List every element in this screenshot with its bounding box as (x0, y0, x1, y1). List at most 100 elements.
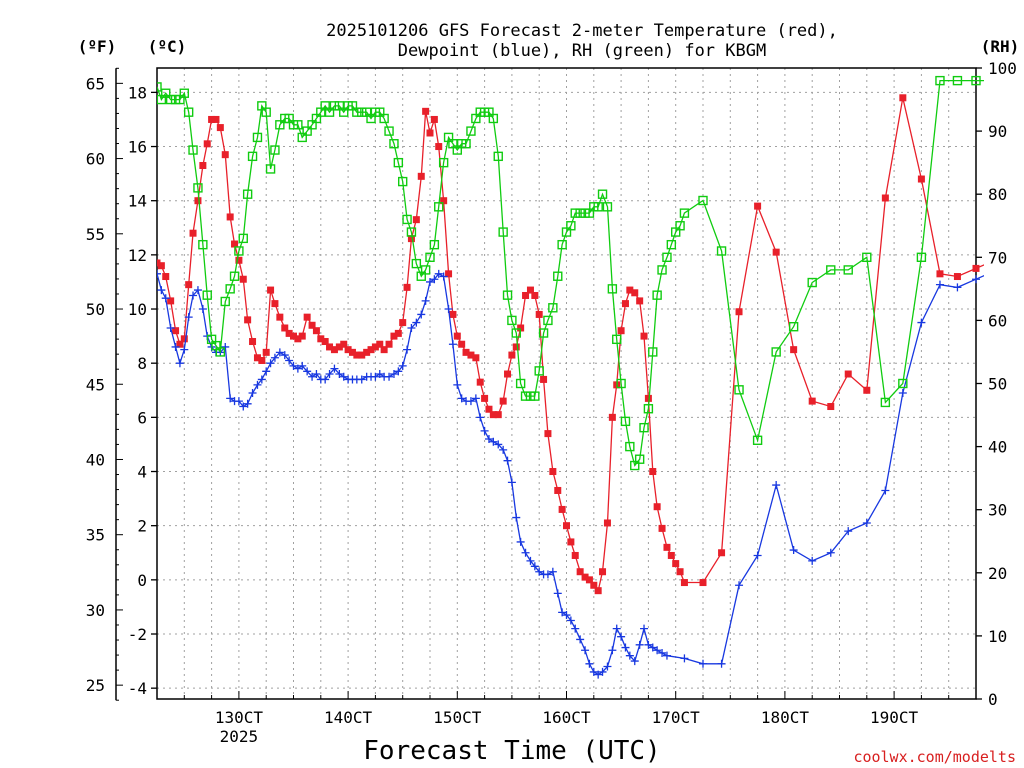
temperature-point (517, 324, 525, 332)
dewpoint-point (699, 659, 707, 668)
dewpoint-point (434, 269, 443, 278)
x-tick-label: 180CT (761, 708, 810, 727)
temperature-point (790, 346, 798, 354)
celsius-tick-label: -2 (128, 625, 147, 644)
temperature-point (649, 468, 657, 476)
rh-tick-label: 30 (988, 501, 1007, 520)
rh-tick-label: 50 (988, 375, 1007, 394)
dewpoint-point (648, 643, 657, 652)
dewpoint-point (257, 375, 266, 384)
rh-point (406, 227, 417, 237)
dewpoint-point (417, 310, 426, 319)
temperature-point (440, 197, 448, 205)
plot-frame (156, 67, 977, 700)
temperature-point (353, 351, 361, 359)
temperature-point (330, 346, 338, 354)
dewpoint-point (248, 388, 257, 397)
dewpoint-point (826, 548, 835, 557)
temperature-point (399, 319, 407, 327)
rh-point (352, 107, 362, 117)
temperature-point (235, 256, 243, 264)
temperature-point (718, 549, 726, 557)
rh-point (488, 113, 499, 124)
dewpoint-point (553, 589, 562, 598)
celsius-tick-label: 10 (128, 300, 147, 319)
temperature-point (621, 300, 629, 308)
rh-point (225, 284, 235, 294)
temperature-point (449, 310, 457, 318)
celsius-axis-unit: (ºC) (148, 37, 187, 56)
rh-point (530, 391, 540, 401)
dewpoint-point (862, 518, 871, 527)
chart-title-line-1: 2025101206 GFS Forecast 2-meter Temperat… (326, 21, 838, 41)
temperature-point (508, 351, 516, 359)
dewpoint-point (398, 361, 407, 370)
temperature-point (276, 313, 284, 321)
fahrenheit-tick-label: 30 (86, 601, 105, 620)
rh-point (648, 347, 658, 357)
temperature-point (453, 332, 461, 340)
rh-point (1008, 83, 1016, 91)
temperature-point (239, 275, 247, 283)
temperature-point (426, 129, 434, 137)
rh-axis-unit: (RH) (981, 37, 1020, 56)
rh-point (916, 252, 927, 263)
rh-point (357, 107, 367, 117)
dewpoint-point (253, 380, 262, 389)
rh-point (935, 75, 945, 86)
temperature-point (481, 394, 489, 402)
temperature-point (253, 354, 261, 362)
temperature-point (676, 568, 684, 576)
dewpoint-point (335, 370, 344, 379)
temperature-point (663, 543, 671, 551)
series-line (157, 272, 984, 676)
dewpoint-point (603, 662, 612, 671)
celsius-tick-label: 0 (137, 571, 147, 590)
temperature-point (363, 348, 371, 356)
dewpoint-point (430, 275, 439, 284)
dewpoint-point (530, 562, 539, 571)
temperature-point (699, 579, 707, 587)
fahrenheit-tick-label: 25 (86, 676, 105, 695)
rh-point (183, 107, 194, 117)
dewpoint-point (680, 654, 689, 663)
dewpoint-point (280, 351, 289, 360)
rh-point (666, 239, 677, 250)
axes: -4 -2 0 2 4 6 8 10 12 14 16 18 25 30 35 40 45 50 55 60 65 0 10… (86, 59, 1017, 746)
rh-point (302, 126, 312, 136)
rh-tick-label: 20 (988, 564, 1007, 583)
temperature-point (881, 194, 889, 202)
temperature-point (531, 291, 539, 299)
temperature-point (371, 343, 379, 351)
temperature-point (157, 262, 165, 270)
dewpoint-point (184, 313, 193, 322)
dewpoint-point (535, 567, 544, 576)
temperature-point (407, 235, 415, 243)
temperature-point (344, 346, 352, 354)
temperature-point (167, 297, 175, 305)
dewpoint-point (717, 659, 726, 668)
temperature-point (576, 568, 584, 576)
temperature-point (526, 286, 534, 294)
series-temperature (157, 94, 984, 595)
temperature-point (522, 291, 530, 299)
rh-point (270, 145, 280, 155)
temperature-point (735, 308, 743, 316)
dewpoint-point (325, 370, 334, 379)
temperature-point (827, 403, 835, 411)
dewpoint-point (789, 546, 798, 555)
dewpoint-point (658, 648, 667, 657)
dewpoint-point (157, 269, 161, 278)
dewpoint-point (489, 437, 498, 446)
fahrenheit-tick-label: 45 (86, 375, 105, 394)
rh-tick-label: 60 (988, 311, 1007, 330)
x-tick-label: 160CT (542, 708, 591, 727)
rh-point (398, 176, 408, 187)
dewpoint-point (662, 651, 671, 660)
dewpoint-point (507, 478, 516, 487)
dewpoint-point (371, 372, 380, 381)
temperature-point (335, 343, 343, 351)
dewpoint-point (516, 537, 525, 546)
dewpoint-point (193, 286, 202, 295)
temperature-point (412, 216, 420, 224)
